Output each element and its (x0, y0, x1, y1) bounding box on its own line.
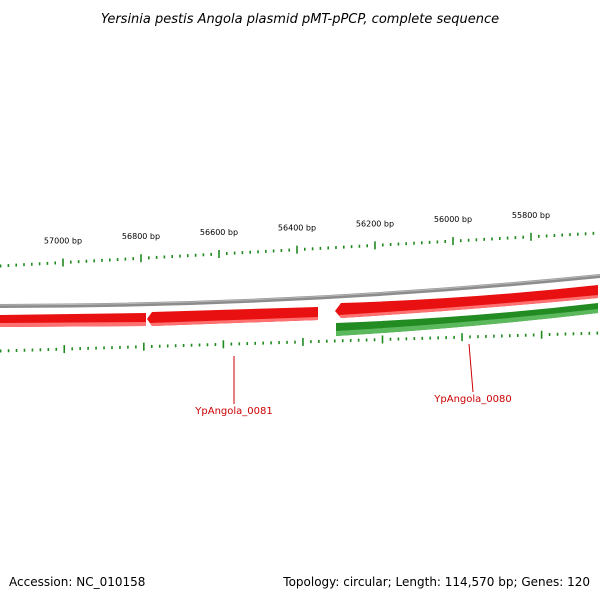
tick-label: 56800 bp (122, 232, 160, 241)
tick-label: 56600 bp (200, 228, 238, 237)
gene-arrow-reverse-right[interactable] (335, 285, 598, 318)
gene-label-ypangola-0080[interactable]: YpAngola_0080 (433, 394, 511, 405)
tick-labels: 57000 bp 56800 bp 56600 bp 56400 bp 56200 bp… (44, 211, 550, 246)
tick-label: 56200 bp (356, 219, 394, 228)
map-title: Yersinia pestis Angola plasmid pMT-pPCP,… (101, 12, 499, 27)
tick-row-bottom (0, 330, 599, 354)
gene-arrow-reverse-left[interactable] (0, 313, 146, 327)
tick-label: 56400 bp (278, 224, 316, 233)
gene-arrow-ypangola-0080[interactable] (336, 303, 598, 336)
tick-label: 57000 bp (44, 237, 82, 246)
tick-row-top (0, 231, 595, 268)
gene-arrow-ypangola-0081[interactable] (147, 307, 318, 326)
tick-label: 56000 bp (434, 215, 472, 224)
tick-label: 55800 bp (512, 211, 550, 220)
gene-label-ypangola-0081[interactable]: YpAngola_0081 (194, 406, 272, 417)
plasmid-backbone-highlight (0, 274, 600, 306)
summary-text: Topology: circular; Length: 114,570 bp; … (282, 575, 590, 589)
plasmid-backbone (0, 274, 600, 308)
gene-leader-ypangola-0080 (468, 343, 474, 393)
accession-text: Accession: NC_010158 (9, 575, 145, 589)
